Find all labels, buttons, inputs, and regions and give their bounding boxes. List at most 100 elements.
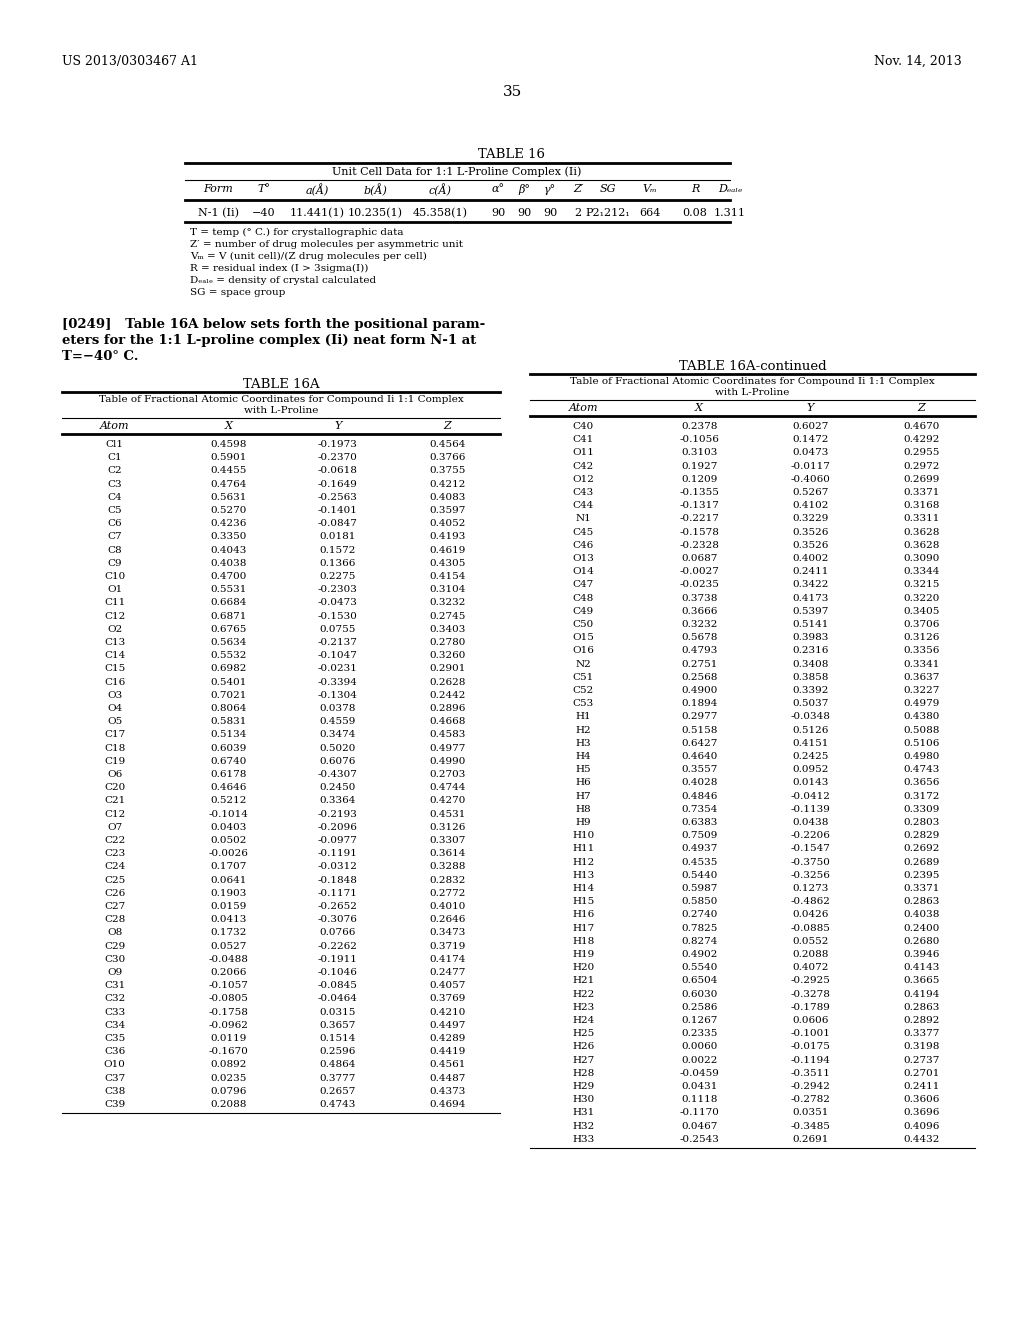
Text: H4: H4 [575, 752, 591, 762]
Text: -0.2262: -0.2262 [318, 941, 357, 950]
Text: 0.8274: 0.8274 [681, 937, 717, 946]
Text: 0.2896: 0.2896 [429, 704, 466, 713]
Text: 0.2863: 0.2863 [903, 898, 940, 907]
Text: 90: 90 [490, 209, 505, 218]
Text: 0.3288: 0.3288 [429, 862, 466, 871]
Text: with L-Proline: with L-Proline [244, 407, 318, 414]
Text: C24: C24 [103, 862, 125, 871]
Text: -0.1758: -0.1758 [209, 1007, 249, 1016]
Text: 0.4977: 0.4977 [429, 743, 466, 752]
Text: 0.2586: 0.2586 [681, 1003, 717, 1012]
Text: 0.5088: 0.5088 [903, 726, 940, 735]
Text: Y: Y [334, 421, 342, 432]
Text: -0.0026: -0.0026 [209, 849, 249, 858]
Text: 0.4668: 0.4668 [429, 717, 466, 726]
Text: C14: C14 [103, 651, 125, 660]
Text: C28: C28 [103, 915, 125, 924]
Text: 0.4598: 0.4598 [210, 440, 247, 449]
Text: 0.2832: 0.2832 [429, 875, 466, 884]
Text: 0.4236: 0.4236 [210, 519, 247, 528]
Text: 0.3371: 0.3371 [903, 884, 940, 894]
Text: -0.0312: -0.0312 [318, 862, 357, 871]
Text: 0.2411: 0.2411 [793, 568, 828, 577]
Text: 0.0502: 0.0502 [210, 836, 247, 845]
Text: C6: C6 [108, 519, 122, 528]
Text: 0.5440: 0.5440 [681, 871, 717, 880]
Text: -0.1848: -0.1848 [318, 875, 357, 884]
Text: 0.2955: 0.2955 [903, 449, 940, 458]
Text: H16: H16 [572, 911, 595, 920]
Text: [0249]   Table 16A below sets forth the positional param-: [0249] Table 16A below sets forth the po… [62, 318, 485, 331]
Text: R = residual index (I > 3sigma(I)): R = residual index (I > 3sigma(I)) [190, 264, 369, 273]
Text: -0.1911: -0.1911 [318, 954, 357, 964]
Text: -0.2206: -0.2206 [791, 832, 830, 841]
Text: C7: C7 [108, 532, 122, 541]
Text: H23: H23 [572, 1003, 595, 1012]
Text: H15: H15 [572, 898, 595, 907]
Text: -0.1139: -0.1139 [791, 805, 830, 814]
Text: 0.4154: 0.4154 [429, 572, 466, 581]
Text: a(Å): a(Å) [305, 183, 329, 197]
Text: 0.4083: 0.4083 [429, 492, 466, 502]
Text: -0.0845: -0.0845 [318, 981, 357, 990]
Text: -0.0027: -0.0027 [679, 568, 719, 577]
Text: C32: C32 [103, 994, 125, 1003]
Text: 0.4289: 0.4289 [429, 1034, 466, 1043]
Text: 0.3350: 0.3350 [210, 532, 247, 541]
Text: 0.3665: 0.3665 [903, 977, 940, 986]
Text: Z′: Z′ [572, 183, 583, 194]
Text: 0.4028: 0.4028 [681, 779, 717, 788]
Text: C40: C40 [572, 422, 594, 432]
Text: 0.3408: 0.3408 [793, 660, 828, 669]
Text: 0.3198: 0.3198 [903, 1043, 940, 1052]
Text: 0.2425: 0.2425 [793, 752, 828, 762]
Text: -0.1547: -0.1547 [791, 845, 830, 854]
Text: 0.3557: 0.3557 [681, 766, 717, 775]
Text: 0.3364: 0.3364 [319, 796, 356, 805]
Text: H20: H20 [572, 964, 595, 973]
Text: 0.5540: 0.5540 [681, 964, 717, 973]
Text: 0.7825: 0.7825 [681, 924, 717, 933]
Text: C33: C33 [103, 1007, 125, 1016]
Text: H33: H33 [572, 1135, 595, 1144]
Text: 0.5270: 0.5270 [210, 506, 247, 515]
Text: C36: C36 [103, 1047, 125, 1056]
Text: 0.5020: 0.5020 [319, 743, 356, 752]
Text: 0.6027: 0.6027 [793, 422, 828, 432]
Text: 0.0351: 0.0351 [793, 1109, 828, 1118]
Text: 0.2657: 0.2657 [319, 1086, 356, 1096]
Text: H18: H18 [572, 937, 595, 946]
Text: 0.2450: 0.2450 [319, 783, 356, 792]
Text: C38: C38 [103, 1086, 125, 1096]
Text: -0.1194: -0.1194 [791, 1056, 830, 1065]
Text: 0.4173: 0.4173 [793, 594, 828, 603]
Text: H7: H7 [575, 792, 591, 801]
Text: 0.4193: 0.4193 [429, 532, 466, 541]
Text: 0.3309: 0.3309 [903, 805, 940, 814]
Text: O15: O15 [572, 634, 594, 643]
Text: 0.4937: 0.4937 [681, 845, 717, 854]
Text: H3: H3 [575, 739, 591, 748]
Text: 0.0892: 0.0892 [210, 1060, 247, 1069]
Text: Dₑₐₗₑ: Dₑₐₗₑ [718, 183, 742, 194]
Text: 0.4535: 0.4535 [681, 858, 717, 867]
Text: -0.2370: -0.2370 [318, 453, 357, 462]
Text: SG: SG [600, 183, 616, 194]
Text: 0.3597: 0.3597 [429, 506, 466, 515]
Text: 0.5987: 0.5987 [681, 884, 717, 894]
Text: 0.4583: 0.4583 [429, 730, 466, 739]
Text: H5: H5 [575, 766, 591, 775]
Text: 0.4564: 0.4564 [429, 440, 466, 449]
Text: C26: C26 [103, 888, 125, 898]
Text: -0.0348: -0.0348 [791, 713, 830, 722]
Text: O10: O10 [103, 1060, 126, 1069]
Text: 0.3473: 0.3473 [429, 928, 466, 937]
Text: -0.1789: -0.1789 [791, 1003, 830, 1012]
Text: -0.0473: -0.0473 [318, 598, 357, 607]
Text: C31: C31 [103, 981, 125, 990]
Text: 0.2977: 0.2977 [681, 713, 717, 722]
Text: 0.4531: 0.4531 [429, 809, 466, 818]
Text: 0.2691: 0.2691 [793, 1135, 828, 1144]
Text: Nov. 14, 2013: Nov. 14, 2013 [874, 55, 962, 69]
Text: 0.2066: 0.2066 [210, 968, 247, 977]
